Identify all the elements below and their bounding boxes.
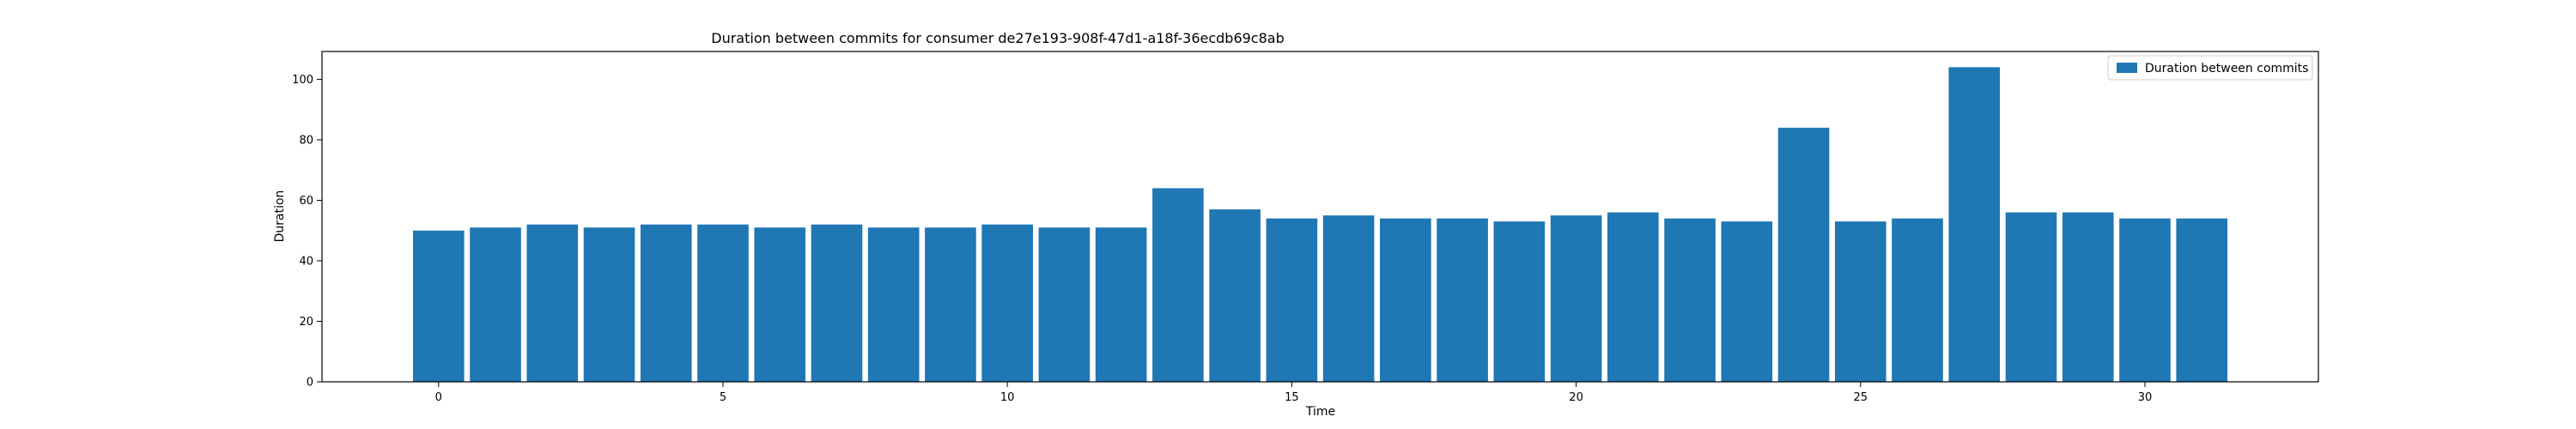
bar-15 [1266, 218, 1318, 382]
bar-0 [412, 230, 465, 382]
y-tick-label: 20 [299, 316, 313, 329]
bar-10 [981, 224, 1033, 382]
bar-29 [2062, 212, 2114, 382]
bar-18 [1437, 218, 1488, 382]
x-axis: 0 5 10 15 20 25 30 [435, 382, 2153, 404]
bar-5 [697, 224, 749, 382]
bar-2 [526, 224, 579, 382]
bar-20 [1550, 215, 1602, 382]
bar-25 [1834, 221, 1886, 382]
bar-24 [1777, 127, 1830, 382]
x-tick-label: 25 [1854, 391, 1868, 404]
x-tick-label: 10 [1000, 391, 1015, 404]
legend-swatch [2117, 63, 2137, 73]
y-tick-label: 0 [307, 377, 313, 390]
bar-9 [925, 227, 976, 382]
legend: Duration between commits [2107, 55, 2313, 81]
bar-13 [1152, 188, 1204, 382]
y-axis: 0 20 40 60 80 100 [292, 74, 322, 390]
bar-12 [1095, 227, 1147, 382]
y-axis-label: Duration [273, 190, 287, 243]
x-tick-label: 0 [435, 391, 442, 404]
y-tick-label: 100 [292, 74, 313, 87]
y-tick-label: 40 [299, 255, 313, 268]
legend-frame [2107, 55, 2313, 81]
bar-30 [2119, 218, 2171, 382]
bar-8 [867, 227, 920, 382]
bar-23 [1721, 221, 1773, 382]
bar-1 [470, 227, 521, 382]
chart-title: Duration between commits for consumer de… [711, 30, 1285, 46]
bar-28 [2005, 212, 2057, 382]
bar-31 [2176, 218, 2228, 382]
bar-16 [1322, 215, 1375, 382]
y-tick-label: 80 [299, 134, 313, 147]
bar-21 [1607, 212, 1659, 382]
x-tick-label: 20 [1569, 391, 1583, 404]
bar-11 [1038, 227, 1091, 382]
bar-26 [1892, 218, 1943, 382]
bars-group [412, 67, 2228, 382]
bar-3 [583, 227, 635, 382]
legend-label: Duration between commits [2145, 62, 2308, 76]
bar-7 [811, 224, 863, 382]
plot-frame [321, 51, 2319, 383]
bar-14 [1209, 209, 1261, 382]
bar-17 [1380, 218, 1431, 382]
bar-4 [640, 224, 692, 382]
y-tick-label: 60 [299, 195, 313, 208]
x-tick-label: 30 [2138, 391, 2153, 404]
bar-6 [754, 227, 806, 382]
x-tick-label: 15 [1285, 391, 1299, 404]
bar-22 [1664, 218, 1716, 382]
x-tick-label: 5 [720, 391, 726, 404]
bar-27 [1948, 67, 2001, 382]
x-axis-label: Time [1305, 405, 1335, 419]
bar-19 [1493, 221, 1546, 382]
